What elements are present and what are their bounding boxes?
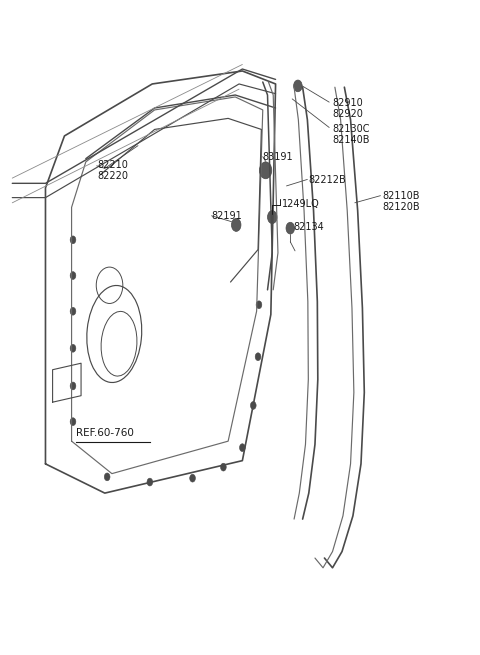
Circle shape (294, 80, 302, 92)
Text: 82110B: 82110B (383, 191, 420, 200)
Circle shape (260, 162, 272, 179)
Text: 82140B: 82140B (333, 135, 370, 145)
Circle shape (70, 382, 76, 390)
Circle shape (147, 478, 153, 486)
Text: 82191: 82191 (212, 211, 242, 221)
Circle shape (231, 218, 241, 231)
Circle shape (70, 272, 76, 280)
Text: 82134: 82134 (294, 222, 324, 232)
Circle shape (190, 474, 195, 482)
Circle shape (240, 443, 245, 451)
Text: 82920: 82920 (333, 109, 363, 119)
Circle shape (251, 402, 256, 409)
Circle shape (70, 236, 76, 244)
Circle shape (104, 473, 110, 481)
Text: 83191: 83191 (263, 152, 293, 162)
Circle shape (70, 418, 76, 426)
Text: 82210: 82210 (97, 160, 129, 170)
Circle shape (220, 463, 226, 471)
Text: REF.60-760: REF.60-760 (76, 428, 134, 438)
Text: 82220: 82220 (97, 171, 129, 181)
Circle shape (286, 222, 295, 234)
Text: 82130C: 82130C (333, 124, 370, 134)
Circle shape (267, 211, 277, 223)
Circle shape (256, 301, 262, 309)
Circle shape (255, 353, 261, 361)
Circle shape (70, 307, 76, 315)
Circle shape (70, 345, 76, 352)
Text: 82212B: 82212B (309, 175, 347, 185)
Text: 82910: 82910 (333, 98, 363, 109)
Text: 1249LQ: 1249LQ (282, 199, 320, 209)
Text: 82120B: 82120B (383, 202, 420, 212)
